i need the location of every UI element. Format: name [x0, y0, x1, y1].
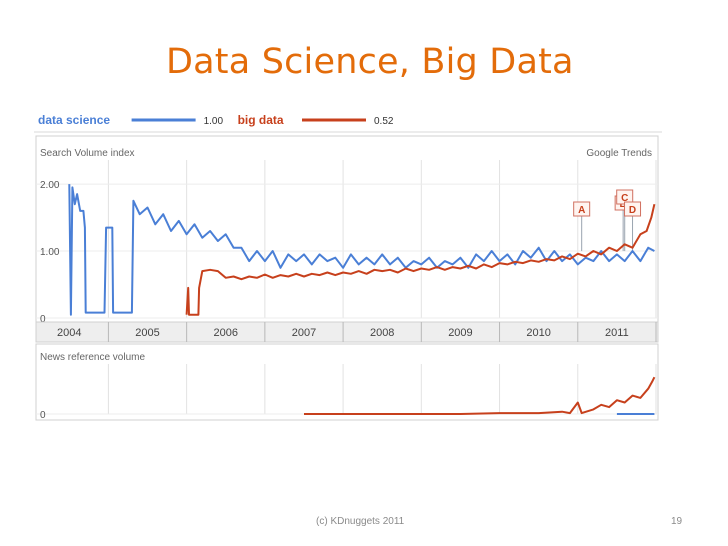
y-tick-label-1-0: 0 [40, 410, 46, 421]
y-tick-label-0-1: 1.00 [40, 247, 60, 258]
source-label: Google Trends [586, 148, 652, 159]
annotations: ABCD [573, 189, 642, 252]
x-tick-label-6: 2010 [526, 327, 550, 339]
news-volume-title: News reference volume [40, 352, 145, 363]
series-line-0-0 [68, 184, 655, 316]
x-tick-label-0: 2004 [57, 327, 81, 339]
x-tick-label-5: 2009 [448, 327, 472, 339]
search-volume-title: Search Volume index [40, 148, 135, 159]
legend-value-0: 1.00 [204, 116, 224, 127]
annotation-label-3: D [629, 205, 636, 216]
footer-copyright: (c) KDnuggets 2011 [316, 516, 405, 527]
legend-value-1: 0.52 [374, 116, 394, 127]
news-volume-grid [107, 364, 657, 414]
x-tick-label-1: 2005 [135, 327, 159, 339]
annotation-flag-0[interactable] [573, 201, 591, 217]
x-tick-label-3: 2007 [292, 327, 316, 339]
legend-label-1: big data [238, 113, 284, 127]
y-tick-label-0-2: 0 [40, 314, 46, 325]
search-volume-panel [35, 135, 659, 323]
x-axis-ticks: 2004 2005 2006 2007 2008 2009 2010 2011 [57, 322, 657, 342]
x-tick-label-2: 2006 [214, 327, 238, 339]
annotation-label-2: C [621, 193, 628, 204]
google-trends-chart: data science 1.00 big data 0.52 Search Volu… [34, 108, 662, 424]
search-volume-grid [107, 160, 657, 318]
page-number: 19 [671, 516, 683, 527]
annotation-label-0: A [578, 205, 585, 216]
annotation-flag-3[interactable] [624, 201, 642, 217]
series-line-0-1 [185, 203, 656, 316]
legend: data science 1.00 big data 0.52 [38, 113, 394, 127]
search-volume-series [68, 184, 656, 316]
x-axis-band [35, 321, 659, 343]
trends-svg: data science 1.00 big data 0.52 Search Volu… [34, 113, 662, 421]
series-line-1-0 [304, 376, 656, 415]
legend-label-0: data science [38, 113, 110, 127]
news-volume-series [304, 376, 656, 415]
x-tick-label-4: 2008 [370, 327, 394, 339]
slide-title: Data Science, Big Data [166, 42, 574, 82]
x-tick-label-7: 2011 [605, 327, 629, 339]
news-volume-panel [35, 343, 659, 421]
y-tick-label-0-0: 2.00 [40, 180, 60, 191]
